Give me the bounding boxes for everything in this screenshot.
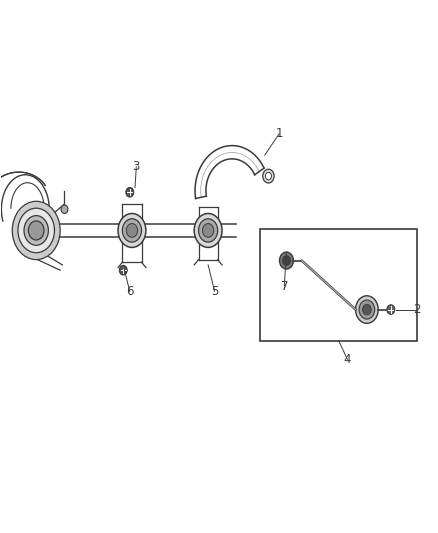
Circle shape [18, 208, 54, 253]
Text: 5: 5 [211, 285, 218, 298]
Circle shape [356, 296, 378, 324]
Circle shape [12, 201, 60, 260]
Circle shape [359, 300, 375, 319]
Circle shape [61, 205, 68, 214]
Bar [260, 229, 417, 341]
Circle shape [279, 252, 293, 269]
Circle shape [28, 221, 44, 240]
Circle shape [198, 219, 218, 242]
Text: 2: 2 [413, 303, 421, 316]
Circle shape [387, 305, 395, 314]
Circle shape [363, 304, 371, 315]
Text: 3: 3 [133, 160, 140, 173]
Circle shape [194, 214, 222, 247]
Circle shape [126, 188, 134, 197]
Circle shape [202, 223, 214, 237]
Circle shape [24, 216, 48, 245]
Circle shape [126, 223, 138, 237]
Circle shape [263, 169, 274, 183]
Text: 4: 4 [344, 353, 351, 366]
Text: 7: 7 [280, 279, 288, 293]
Circle shape [265, 172, 272, 180]
Circle shape [119, 265, 127, 275]
Text: 6: 6 [126, 285, 134, 298]
Circle shape [122, 219, 141, 242]
Text: 1: 1 [276, 127, 283, 140]
Circle shape [283, 256, 290, 265]
Circle shape [118, 214, 146, 247]
